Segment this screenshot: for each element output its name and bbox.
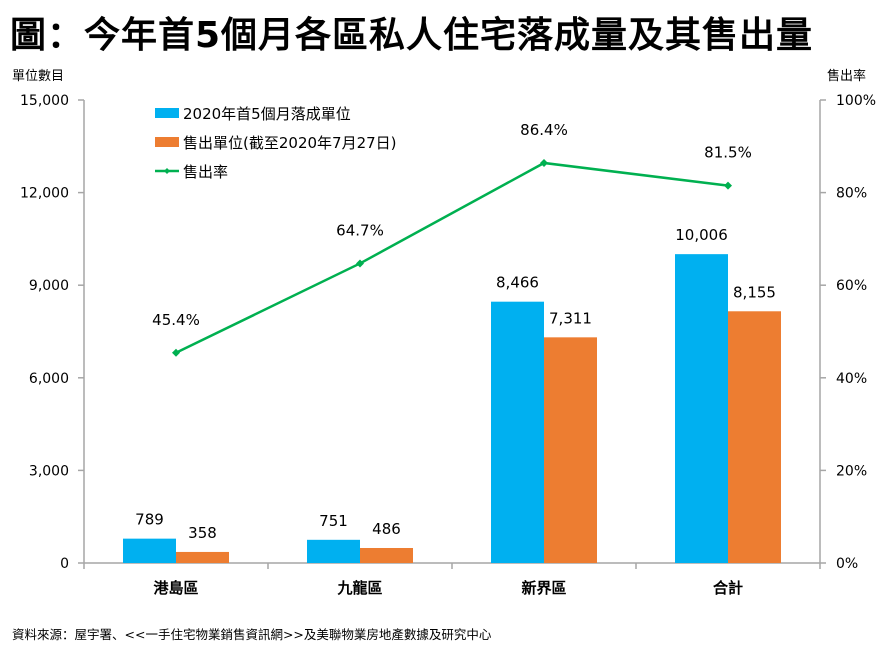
bar: [675, 254, 728, 563]
bar: [176, 551, 229, 563]
y-tick-label-left: 15,000: [20, 93, 69, 109]
y-tick-label-left: 6,000: [29, 371, 69, 387]
bar-data-label: 7,311: [549, 309, 592, 327]
y-tick-label-left: 0: [60, 556, 69, 572]
bar: [307, 539, 360, 563]
y-tick-label-right: 40%: [836, 371, 867, 387]
bar-data-label: 358: [188, 524, 217, 542]
y-tick-label-right: 20%: [836, 463, 867, 479]
line-data-label: 64.7%: [336, 221, 384, 239]
y-tick-label-left: 9,000: [29, 278, 69, 294]
legend-marker: [164, 168, 170, 174]
line-data-label: 81.5%: [704, 144, 752, 162]
line-marker: [540, 158, 548, 167]
y-tick-label-right: 0%: [836, 556, 858, 572]
y-tick-label-right: 100%: [836, 93, 876, 109]
bar: [544, 337, 597, 563]
legend-item: 2020年首5個月落成單位: [155, 105, 351, 123]
y-tick-label-right: 80%: [836, 186, 867, 202]
legend-item: 售出單位(截至2020年7月27日): [155, 134, 397, 152]
bar-data-label: 789: [135, 511, 164, 529]
legend-swatch: [155, 137, 179, 147]
chart-title: 圖：今年首5個月各區私人住宅落成量及其售出量: [10, 15, 814, 56]
data-labels: 789 751 8,466 10,006 358 486 7,311 8,155 45.4% 64…: [135, 121, 776, 542]
x-tick-label: 合計: [712, 579, 743, 597]
bar-data-label: 751: [319, 512, 348, 530]
line-data-label: 86.4%: [520, 121, 568, 139]
bar: [491, 301, 544, 563]
bar-data-label: 486: [372, 520, 401, 538]
y-axis-title-left: 單位數目: [12, 69, 64, 84]
bar: [360, 547, 413, 563]
y-axis-title-right: 售出率: [827, 68, 866, 84]
bar-data-label: 8,466: [496, 274, 539, 292]
bars: [123, 254, 781, 563]
x-tick-label: 九龍區: [336, 579, 382, 597]
y-tick-label-left: 12,000: [20, 186, 69, 202]
source-note: 資料來源：屋宇署、<<一手住宅物業銷售資訊網>>及美聯物業房地產數據及研究中心: [12, 627, 492, 642]
legend-item: 售出率: [155, 163, 228, 181]
x-tick-label: 新界區: [521, 579, 566, 597]
line-marker: [356, 259, 364, 268]
bar-data-label: 10,006: [675, 226, 728, 244]
legend-label: 售出單位(截至2020年7月27日): [183, 134, 397, 152]
legend-label: 售出率: [183, 163, 228, 181]
line-path: [175, 161, 729, 354]
bar: [728, 311, 781, 563]
sales-rate-line: [172, 158, 732, 357]
line-marker: [724, 181, 732, 190]
x-tick-label: 港島區: [153, 579, 198, 597]
line-data-label: 45.4%: [152, 311, 200, 329]
bar: [123, 538, 176, 563]
y-tick-label-right: 60%: [836, 278, 867, 294]
line-marker: [172, 348, 180, 357]
bar-data-label: 8,155: [733, 283, 776, 301]
legend-swatch: [155, 108, 179, 118]
axes: 0 3,000 6,000 9,000 12,000 15,000 單位數目 0% 20% 40%…: [12, 68, 876, 597]
y-tick-label-left: 3,000: [29, 463, 69, 479]
legend-label: 2020年首5個月落成單位: [183, 105, 351, 123]
